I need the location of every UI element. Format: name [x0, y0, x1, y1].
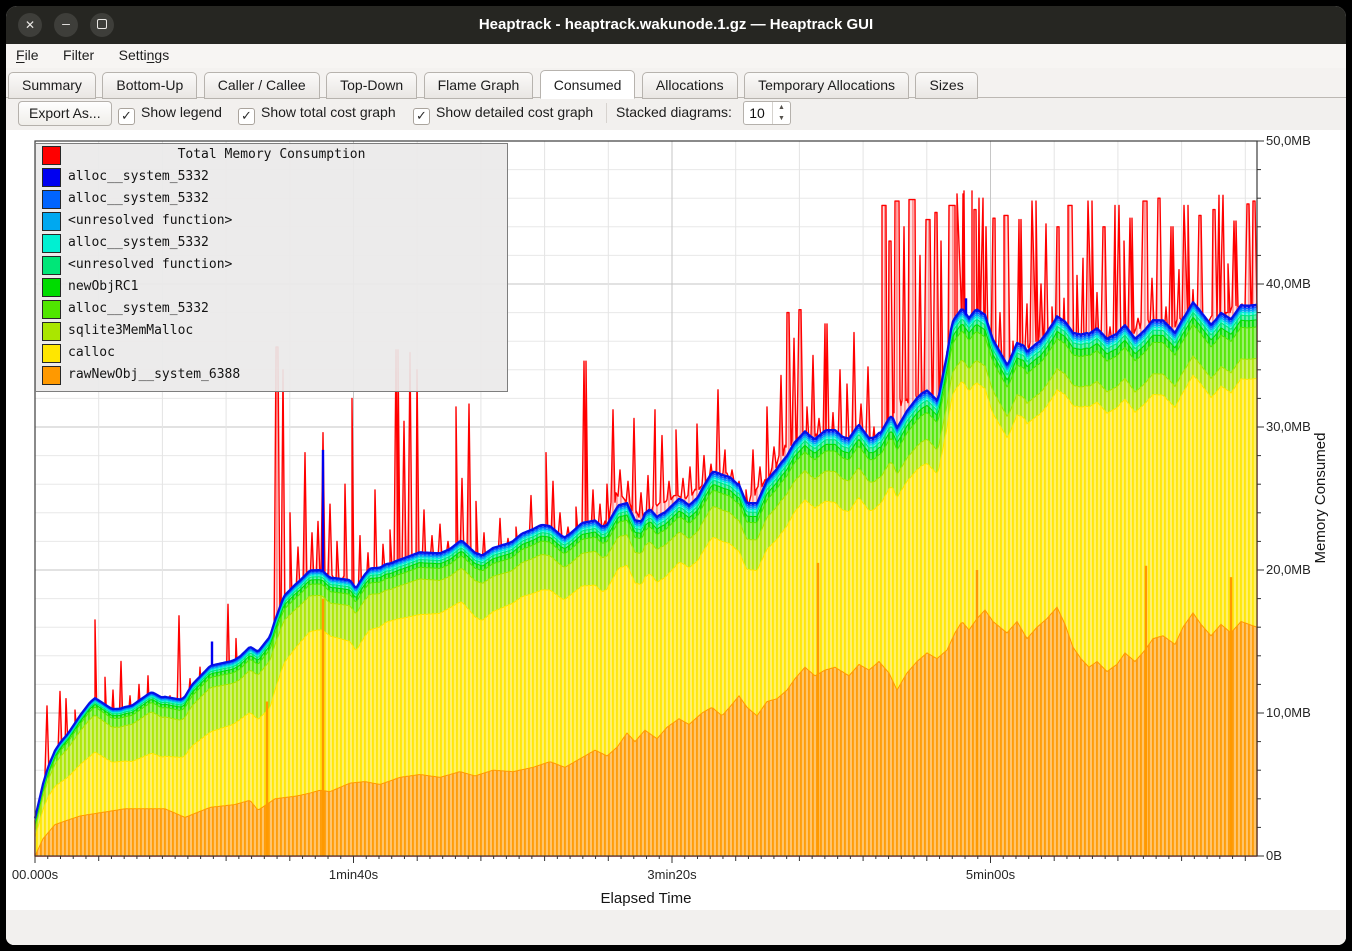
stacked-diagrams-label: Stacked diagrams: — [616, 104, 732, 120]
legend-swatch — [42, 146, 61, 165]
checkbox-check-icon: ✓ — [413, 108, 430, 125]
legend-label: alloc__system_5332 — [68, 191, 209, 206]
legend-swatch — [42, 168, 61, 187]
y-tick-label: 30,0MB — [1266, 419, 1311, 434]
tab-consumed[interactable]: Consumed — [539, 70, 636, 99]
stacked-diagrams-value: 10 — [749, 105, 765, 121]
toolbar-separator — [606, 103, 607, 123]
maximize-icon[interactable] — [90, 13, 114, 37]
close-icon[interactable]: ✕ — [18, 13, 42, 37]
legend-item[interactable]: <unresolved function> — [36, 210, 507, 232]
legend-swatch — [42, 212, 61, 231]
checkbox-check-icon: ✓ — [238, 108, 255, 125]
y-tick-label: 0B — [1266, 848, 1282, 863]
menu-filter[interactable]: Filter — [63, 47, 95, 63]
legend-swatch — [42, 366, 61, 385]
legend-swatch — [42, 322, 61, 341]
legend-item[interactable]: alloc__system_5332 — [36, 188, 507, 210]
export-as-button[interactable]: Export As... — [18, 101, 112, 126]
legend-item[interactable]: alloc__system_5332 — [36, 166, 507, 188]
heaptrack-window: ✕ – Heaptrack - heaptrack.wakunode.1.gz … — [6, 6, 1346, 945]
legend-label: rawNewObj__system_6388 — [68, 367, 241, 382]
legend-item[interactable]: <unresolved function> — [36, 254, 507, 276]
minimize-icon[interactable]: – — [54, 13, 78, 37]
legend-label: Total Memory Consumption — [177, 147, 366, 162]
y-axis-title: Memory Consumed — [1312, 432, 1329, 564]
legend-swatch — [42, 190, 61, 209]
tab-allocations[interactable]: Allocations — [641, 72, 738, 99]
legend-label: alloc__system_5332 — [68, 169, 209, 184]
tab-summary[interactable]: Summary — [8, 72, 96, 99]
tab-bottom-up[interactable]: Bottom-Up — [102, 72, 198, 99]
memory-chart-pane: 50,0MB 40,0MB 30,0MB 20,0MB 10,0MB 0B 00.000s… — [6, 130, 1346, 910]
checkbox-check-icon: ✓ — [118, 108, 135, 125]
legend-label: <unresolved function> — [68, 213, 233, 228]
legend-label: <unresolved function> — [68, 257, 233, 272]
x-tick-label: 1min40s — [328, 867, 379, 882]
x-tick-label: 00.000s — [11, 867, 59, 882]
window-bottom-strip — [6, 910, 1346, 945]
tab-temporary-allocations[interactable]: Temporary Allocations — [744, 72, 910, 99]
spin-up-icon[interactable]: ▲ — [778, 104, 785, 111]
menu-settings[interactable]: Settings — [118, 47, 170, 63]
y-tick-label: 40,0MB — [1266, 276, 1311, 291]
legend-swatch — [42, 278, 61, 297]
y-tick-label: 20,0MB — [1266, 562, 1311, 577]
y-tick-label: 50,0MB — [1266, 133, 1311, 148]
tab-top-down[interactable]: Top-Down — [326, 72, 418, 99]
stacked-diagrams-stepper[interactable]: 10 ▲ ▼ — [743, 101, 791, 125]
show-legend-checkbox[interactable]: ✓ Show legend — [118, 104, 222, 125]
legend-item[interactable]: newObjRC1 — [36, 276, 507, 298]
tab-bar: Summary Bottom-Up Caller / Callee Top-Do… — [6, 68, 1346, 99]
legend-swatch — [42, 344, 61, 363]
memory-consumption-chart[interactable] — [33, 140, 1275, 874]
menu-bar: File Filter Settings — [6, 44, 1346, 68]
toolbar: Export As... ✓ Show legend ✓ Show total co… — [6, 98, 1346, 130]
legend-item[interactable]: rawNewObj__system_6388 — [36, 364, 507, 386]
y-tick-label: 10,0MB — [1266, 705, 1311, 720]
tab-flame-graph[interactable]: Flame Graph — [423, 72, 534, 99]
legend-swatch — [42, 234, 61, 253]
legend-label: newObjRC1 — [68, 279, 139, 294]
show-total-cost-checkbox[interactable]: ✓ Show total cost graph — [238, 104, 396, 125]
legend-swatch — [42, 300, 61, 319]
show-detailed-cost-checkbox[interactable]: ✓ Show detailed cost graph — [413, 104, 593, 125]
legend-item[interactable]: sqlite3MemMalloc — [36, 320, 507, 342]
legend-label: alloc__system_5332 — [68, 301, 209, 316]
legend-label: calloc — [68, 345, 115, 360]
legend-item[interactable]: alloc__system_5332 — [36, 232, 507, 254]
legend-item[interactable]: calloc — [36, 342, 507, 364]
x-tick-label: 3min20s — [647, 867, 697, 882]
chart-legend: Total Memory Consumption alloc__system_53… — [35, 143, 508, 392]
window-title: Heaptrack - heaptrack.wakunode.1.gz — He… — [478, 16, 874, 33]
x-tick-label: 5min00s — [965, 867, 1016, 882]
x-axis-title: Elapsed Time — [600, 890, 692, 907]
legend-label: sqlite3MemMalloc — [68, 323, 194, 338]
legend-item[interactable]: alloc__system_5332 — [36, 298, 507, 320]
tab-caller-callee[interactable]: Caller / Callee — [203, 72, 320, 99]
menu-file[interactable]: File — [16, 47, 39, 63]
tab-sizes[interactable]: Sizes — [915, 72, 978, 99]
title-bar: ✕ – Heaptrack - heaptrack.wakunode.1.gz … — [6, 6, 1346, 44]
legend-label: alloc__system_5332 — [68, 235, 209, 250]
spin-down-icon[interactable]: ▼ — [778, 115, 785, 122]
legend-item[interactable]: Total Memory Consumption — [36, 144, 507, 166]
legend-swatch — [42, 256, 61, 275]
